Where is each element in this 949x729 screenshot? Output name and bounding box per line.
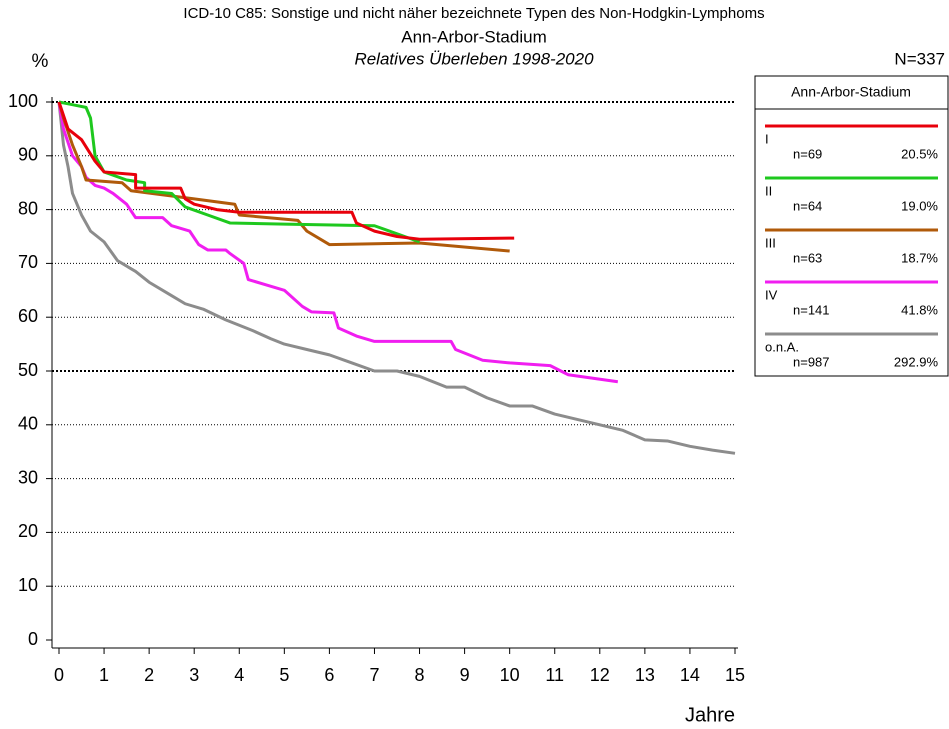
legend-count: n=69: [793, 146, 822, 161]
legend-label: III: [765, 235, 776, 250]
legend-count: n=987: [793, 354, 830, 369]
survival-line: [57, 101, 515, 241]
y-axis-label: %: [32, 51, 49, 72]
chart-subtitle: Relatives Überleben 1998-2020: [354, 49, 594, 68]
y-tick-label: 70: [18, 252, 38, 272]
y-tick-label: 0: [28, 629, 38, 649]
legend-box: [754, 75, 949, 377]
legend-label: I: [765, 131, 769, 146]
y-tick-label: 60: [18, 306, 38, 326]
total-count: N=337: [894, 49, 945, 68]
survival-line: [57, 101, 619, 384]
x-tick-label: 1: [99, 665, 109, 685]
y-tick-label: 90: [18, 145, 38, 165]
x-tick-label: 10: [500, 665, 520, 685]
y-tick-label: 100: [8, 91, 38, 111]
legend-count: n=64: [793, 198, 822, 213]
x-tick-label: 11: [545, 665, 564, 685]
x-tick-label: 9: [460, 665, 470, 685]
chart-title-2: Ann-Arbor-Stadium: [401, 27, 547, 46]
y-tick-label: 10: [18, 575, 38, 595]
x-tick-label: 4: [234, 665, 244, 685]
legend-count: n=63: [793, 250, 822, 265]
x-tick-label: 0: [54, 665, 64, 685]
x-tick-label: 7: [369, 665, 379, 685]
x-tick-label: 2: [144, 665, 154, 685]
x-tick-label: 14: [680, 665, 700, 685]
legend-count: n=141: [793, 302, 830, 317]
survival-line: [57, 101, 736, 455]
legend-share: 19.0%: [901, 198, 938, 213]
x-tick-label: 15: [725, 665, 745, 685]
legend-label: o.n.A.: [765, 339, 799, 354]
x-tick-label: 12: [590, 665, 610, 685]
y-tick-label: 40: [18, 414, 38, 434]
x-tick-label: 5: [279, 665, 289, 685]
x-axis-label: Jahre: [685, 704, 735, 726]
legend-share: 41.8%: [901, 302, 938, 317]
x-tick-label: 13: [635, 665, 655, 685]
legend-label: II: [765, 183, 772, 198]
legend-share: 292.9%: [894, 354, 939, 369]
x-tick-label: 3: [189, 665, 199, 685]
survival-line: [58, 100, 421, 244]
legend-label: IV: [765, 287, 778, 302]
y-tick-label: 20: [18, 521, 38, 541]
y-tick-label: 80: [18, 198, 38, 218]
survival-line: [57, 101, 510, 253]
chart-title: ICD-10 C85: Sonstige und nicht näher bez…: [183, 5, 764, 22]
legend-share: 18.7%: [901, 250, 938, 265]
x-tick-label: 6: [324, 665, 334, 685]
y-tick-label: 30: [18, 467, 38, 487]
x-tick-label: 8: [415, 665, 425, 685]
legend-share: 20.5%: [901, 146, 938, 161]
y-tick-label: 50: [18, 360, 38, 380]
legend-title: Ann-Arbor-Stadium: [791, 84, 911, 100]
